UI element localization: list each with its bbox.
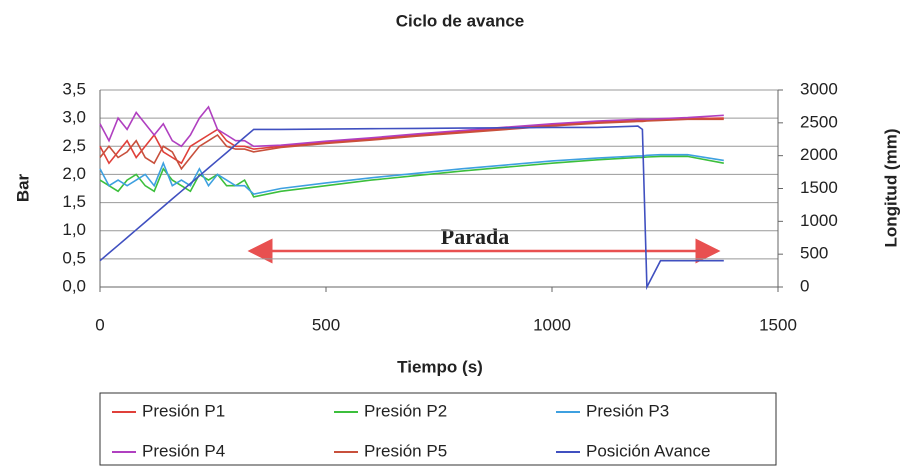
y2-tick-label: 0 <box>800 276 809 295</box>
y-tick-label: 2,0 <box>62 164 86 183</box>
series-line <box>99 117 724 165</box>
legend-label: Presión P4 <box>142 441 225 460</box>
y2-tick-label: 500 <box>800 244 828 263</box>
y2-tick-label: 2000 <box>800 145 838 164</box>
y-tick-label: 1,5 <box>62 192 86 211</box>
y-tick-label: 0,0 <box>62 276 86 295</box>
x-tick-label: 500 <box>312 315 340 334</box>
annotation: Parada <box>441 224 509 249</box>
y2-tick-label: 2500 <box>800 112 838 131</box>
y2-tick-label: 1000 <box>800 211 838 230</box>
x-tick-label: 0 <box>95 315 104 334</box>
y-tick-label: 2,5 <box>62 136 86 155</box>
y2-axis-label: Longitud (mm) <box>881 129 900 248</box>
y-tick-label: 1,0 <box>62 220 86 239</box>
x-tick-label: 1000 <box>533 315 571 334</box>
legend-label: Presión P1 <box>142 401 225 420</box>
legend-label: Presión P3 <box>586 401 669 420</box>
legend <box>99 392 777 466</box>
legend-label: Presión P5 <box>364 441 447 460</box>
x-tick-label: 1500 <box>759 315 797 334</box>
legend-label: Presión P2 <box>364 401 447 420</box>
x-axis-label: Tiempo (s) <box>397 357 483 376</box>
series-line <box>99 153 724 195</box>
y2-tick-label: 3000 <box>800 79 838 98</box>
chart-title: Ciclo de avance <box>396 11 525 30</box>
y-tick-label: 0,5 <box>62 248 86 267</box>
legend-label: Posición Avance <box>586 441 710 460</box>
y-tick-label: 3,0 <box>62 108 86 127</box>
series-line <box>99 118 724 171</box>
series-line <box>99 155 724 198</box>
y-tick-label: 3,5 <box>62 79 86 98</box>
y2-tick-label: 1500 <box>800 178 838 197</box>
series-line <box>99 125 724 291</box>
y-axis-label: Bar <box>13 173 32 202</box>
